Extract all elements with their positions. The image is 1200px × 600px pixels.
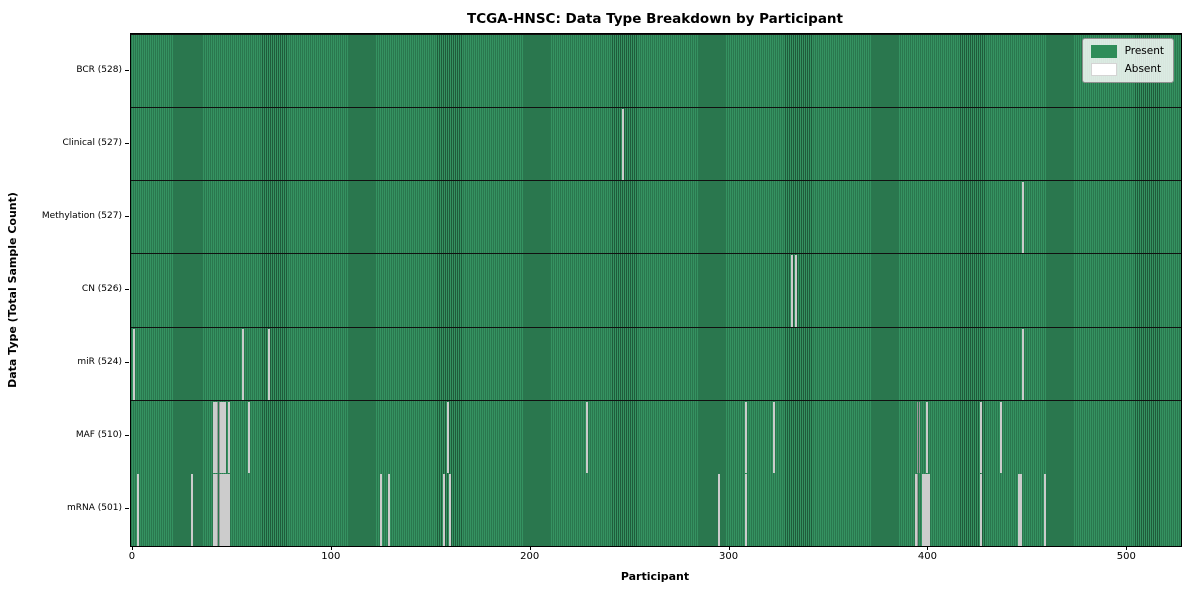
- absent-stripe: [1019, 473, 1022, 546]
- y-tick-mark: [125, 69, 129, 71]
- absent-stripe: [1000, 401, 1003, 473]
- chart-title: TCGA-HNSC: Data Type Breakdown by Partic…: [466, 11, 843, 27]
- absent-stripe: [443, 473, 446, 546]
- x-tick-label-200: 200: [520, 551, 540, 562]
- absent-stripe: [1021, 328, 1024, 400]
- x-tick-mark: [131, 546, 133, 550]
- legend-present-swatch: [1090, 45, 1117, 58]
- y-tick-mark: [125, 142, 129, 144]
- absent-stripe: [918, 401, 921, 473]
- legend-entry-absent: Absent: [1090, 63, 1164, 76]
- x-tick-label-100: 100: [321, 551, 341, 562]
- absent-stripe: [926, 401, 929, 473]
- y-tick-label-mRNA: mRNA (501): [67, 503, 122, 514]
- x-tick-mark: [1126, 546, 1128, 550]
- absent-stripe: [791, 255, 794, 327]
- absent-stripe: [447, 401, 450, 473]
- absent-stripe: [136, 473, 139, 546]
- absent-stripe: [980, 473, 983, 546]
- absent-stripe: [248, 401, 251, 473]
- absent-stripe: [218, 401, 221, 473]
- absent-stripe: [1017, 473, 1020, 546]
- absent-stripe: [387, 473, 390, 546]
- absent-stripe: [212, 473, 215, 546]
- y-tick-label-CN: CN (526): [81, 284, 122, 294]
- absent-stripe: [242, 328, 245, 400]
- absent-stripe: [586, 401, 589, 473]
- y-tick-mark: [125, 508, 129, 510]
- heatmap-row-BCR: [131, 34, 1181, 108]
- plot-area: Present Absent: [130, 33, 1182, 547]
- absent-stripe: [216, 473, 219, 546]
- y-tick-mark: [125, 362, 129, 364]
- y-tick-mark: [125, 215, 129, 217]
- absent-stripe: [220, 473, 223, 546]
- absent-stripe: [216, 401, 219, 473]
- x-tick-label-500: 500: [1116, 551, 1136, 562]
- y-tick-label-MAF: MAF (510): [75, 430, 122, 441]
- y-tick-mark: [125, 435, 129, 437]
- absent-stripe: [132, 328, 135, 400]
- absent-stripe: [795, 255, 798, 327]
- absent-stripe: [914, 473, 917, 546]
- absent-stripe: [214, 401, 217, 473]
- absent-stripe: [717, 473, 720, 546]
- absent-stripe: [922, 473, 925, 546]
- x-tick-mark: [927, 546, 929, 550]
- absent-stripe: [228, 473, 231, 546]
- x-tick-label-0: 0: [128, 551, 136, 562]
- absent-stripe: [379, 473, 382, 546]
- absent-stripe: [916, 401, 919, 473]
- x-tick-label-300: 300: [719, 551, 739, 562]
- absent-stripe: [222, 473, 225, 546]
- absent-stripe: [268, 328, 271, 400]
- legend-absent-label: Absent: [1124, 63, 1162, 75]
- y-tick-label-miR: miR (524): [77, 357, 122, 368]
- absent-stripe: [222, 401, 225, 473]
- absent-stripe: [224, 401, 227, 473]
- legend: Present Absent: [1081, 38, 1174, 83]
- absent-stripe: [745, 401, 748, 473]
- absent-stripe: [928, 473, 931, 546]
- absent-stripe: [228, 401, 231, 473]
- x-tick-mark: [728, 546, 730, 550]
- heatmap-row-Clinical: [131, 107, 1181, 181]
- absent-stripe: [916, 473, 919, 546]
- absent-stripe: [980, 401, 983, 473]
- legend-absent-swatch: [1090, 63, 1117, 76]
- heatmap-row-MAF: [131, 399, 1181, 473]
- heatmap-row-miR: [131, 326, 1181, 400]
- y-tick-mark: [125, 289, 129, 290]
- absent-stripe: [226, 473, 229, 546]
- absent-stripe: [190, 473, 193, 546]
- absent-stripe: [220, 401, 223, 473]
- absent-stripe: [622, 109, 625, 181]
- x-tick-mark: [529, 546, 531, 550]
- y-tick-label-BCR: BCR (528): [76, 64, 122, 75]
- absent-stripe: [1021, 182, 1024, 254]
- absent-stripe: [924, 473, 927, 546]
- absent-stripe: [1043, 473, 1046, 546]
- absent-stripe: [773, 401, 776, 473]
- heatmap-row-Methylation: [131, 180, 1181, 254]
- heatmap-row-CN: [131, 253, 1181, 327]
- x-tick-mark: [330, 546, 332, 550]
- x-axis-title: Participant: [620, 570, 690, 583]
- absent-stripe: [218, 473, 221, 546]
- legend-entry-present: Present: [1090, 45, 1164, 58]
- heatmap-row-mRNA: [131, 472, 1181, 546]
- y-tick-label-Methylation: Methylation (527): [41, 210, 122, 221]
- absent-stripe: [224, 473, 227, 546]
- absent-stripe: [449, 473, 452, 546]
- absent-stripe: [212, 401, 215, 473]
- absent-stripe: [214, 473, 217, 546]
- legend-present-label: Present: [1124, 45, 1164, 57]
- absent-stripe: [745, 473, 748, 546]
- x-tick-label-400: 400: [917, 551, 937, 562]
- absent-stripe: [926, 473, 929, 546]
- y-tick-label-Clinical: Clinical (527): [62, 137, 122, 148]
